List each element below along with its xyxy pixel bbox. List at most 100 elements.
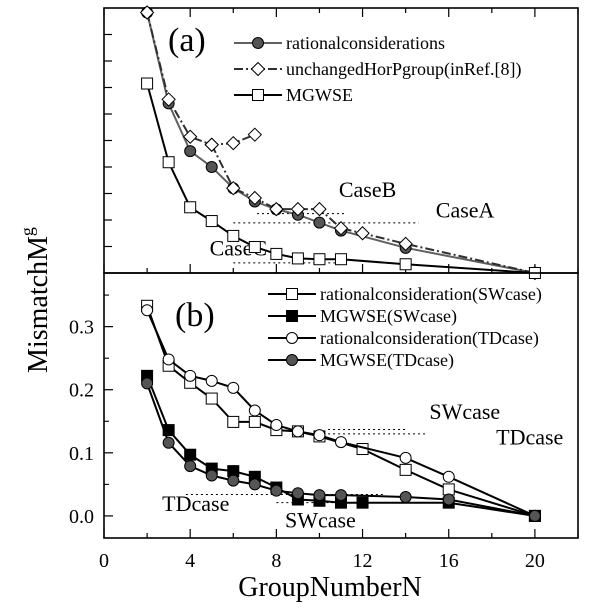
panel-a-data-point: [335, 253, 347, 266]
x-tick-label: 4: [185, 550, 195, 572]
panel-b-data-point: [291, 425, 304, 438]
panel-a-data-point: [141, 77, 154, 90]
panel-b-data-point: [399, 463, 412, 476]
panel-a-data-point: [204, 137, 219, 152]
panel-b-annotation-label: TDcase: [496, 425, 563, 450]
panel-b-annotation-label: SWcase: [429, 399, 500, 424]
panel-b-legend-marker: [286, 332, 298, 344]
panel-a-annotation-label: CaseA: [436, 197, 495, 222]
panel-b-data-point: [184, 369, 197, 382]
panel-a-data-point: [139, 5, 155, 20]
panel-a-data-point: [333, 221, 349, 236]
panel-b-data-point: [442, 470, 455, 483]
panel-b-data-point: [205, 374, 218, 387]
panel-b-annotation-label: SWcase: [285, 507, 356, 532]
panel-a-data-point: [399, 258, 412, 271]
panel-a-legend-marker: [250, 61, 266, 77]
panel-a-data-point: [270, 247, 283, 260]
y-axis-title-main: MismatchM: [23, 236, 54, 373]
panel-b-data-point: [442, 493, 455, 506]
panel-b-y-tick-label: 0.0: [69, 506, 94, 528]
panel-a-data-point: [227, 229, 240, 242]
panel-b-data-point: [442, 483, 455, 496]
panel-b-data-point: [205, 469, 218, 482]
panel-a-data-point: [205, 215, 218, 228]
panel-b-y-tick-label: 0.2: [69, 380, 94, 402]
panel-b-data-point: [205, 392, 218, 405]
panel-a-data-point: [355, 226, 370, 241]
panel-b-legend: rationalconsideration(SWcase)MGWSE(SWcas…: [268, 284, 542, 371]
panel-b-legend-marker: [286, 310, 298, 322]
panel-a-series-line: [146, 12, 256, 146]
panel-a-data-point: [398, 236, 413, 252]
panel-b-data-point: [162, 353, 175, 366]
x-tick-label: 8: [271, 550, 281, 572]
panel-b-data-point: [399, 490, 412, 503]
panel-b-data-point: [335, 436, 347, 449]
panel-b-legend-label: rationalconsideration(SWcase): [320, 284, 542, 305]
panel-a-data-point: [291, 252, 304, 265]
panel-a-panel-label: (a): [168, 22, 206, 59]
panel-a-data-point: [313, 216, 326, 229]
panel-b-series-4: [141, 377, 541, 522]
panel-a-data-point: [269, 201, 284, 217]
panel-b-data-point: [184, 448, 197, 461]
panel-a-legend-marker: [252, 37, 264, 49]
panel-a-data-point: [226, 135, 241, 151]
panel-b: 0.00.10.20.30 4 8 12 16 20SWcaseTDcaseTDcaseS…: [69, 272, 579, 572]
panel-b-panel-label: (b): [175, 297, 215, 334]
panel-a-data-point: [161, 92, 176, 107]
x-tick-label: 20: [525, 550, 545, 572]
panel-b-data-point: [248, 404, 261, 417]
panel-b-data-point: [248, 415, 261, 428]
panel-a-data-point: [247, 127, 263, 142]
panel-b-data-point: [399, 451, 412, 464]
panel-b-data-point: [162, 436, 175, 449]
panel-b-y-tick-label: 0.1: [69, 443, 94, 465]
panel-b-data-point: [227, 415, 240, 428]
panel-a-data-point: [248, 241, 261, 254]
panel-a-annotation-label: CaseB: [339, 177, 396, 202]
panel-a-series-2: [139, 5, 543, 281]
panel-b-legend-label: MGWSE(SWcase): [320, 306, 457, 327]
y-axis-title: MismatchMg: [17, 227, 54, 373]
panel-b-data-point: [227, 474, 240, 487]
panel-b-legend-marker: [286, 288, 298, 300]
panel-b-legend-label: rationalconsideration(TDcase): [320, 328, 539, 349]
panel-b-data-point: [141, 377, 154, 390]
panel-a-data-point: [184, 145, 197, 158]
panel-a-data-point: [290, 201, 306, 217]
panel-b-data-point: [184, 460, 197, 473]
panel-b-data-point: [270, 484, 283, 497]
panel-a-data-point: [313, 253, 326, 266]
panel-a-legend-marker: [252, 89, 264, 101]
panel-a-data-point: [205, 161, 218, 173]
panel-b-data-point: [141, 304, 154, 317]
panel-b-data-point: [313, 429, 326, 442]
panel-a-series-line: [146, 83, 535, 274]
panel-a-data-point: [182, 129, 198, 144]
panel-b-legend-label: MGWSE(TDcase): [320, 350, 454, 371]
panel-a-series-line: [210, 144, 536, 274]
panel-a-data-point: [247, 190, 263, 206]
panel-b-data-point: [227, 381, 240, 394]
panel-b-data-point: [248, 478, 261, 491]
panel-b-data-point: [335, 489, 347, 502]
panel-b-frame: [103, 272, 579, 539]
panel-b-data-point: [356, 496, 369, 509]
panel-a-data-point: [226, 180, 241, 196]
panel-b-data-point: [313, 489, 326, 502]
panel-a-legend: rationalconsiderations unchangedHorPgroup…: [234, 33, 521, 105]
panel-a-data-point: [184, 201, 197, 214]
panel-b-legend-marker: [286, 354, 298, 366]
y-axis-title-subscript: g: [17, 227, 37, 236]
panel-a-legend-label: rationalconsiderations: [286, 33, 445, 53]
panel-b-data-point: [291, 487, 304, 500]
panel-a-data-point: [162, 156, 175, 169]
panel-a-data-point: [312, 201, 327, 217]
panel-b-data-point: [528, 509, 541, 522]
panel-a-legend-label: unchangedHorPgroup(inRef.[8]): [286, 59, 521, 80]
panel-a-legend-label: MGWSE: [286, 85, 353, 105]
